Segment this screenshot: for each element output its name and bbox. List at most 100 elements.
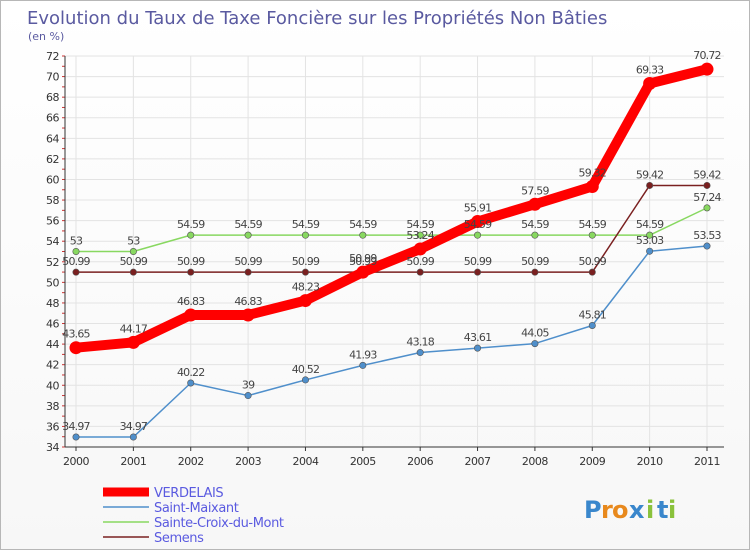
- data-point: [474, 231, 482, 239]
- data-point: [187, 379, 195, 387]
- data-label: 41.93: [349, 348, 377, 361]
- data-label: 53.03: [636, 234, 664, 247]
- y-tick-label: 62: [46, 153, 59, 166]
- data-point: [700, 62, 714, 76]
- data-point: [359, 231, 367, 239]
- data-point: [244, 268, 252, 276]
- x-tick-label: 2011: [694, 455, 720, 468]
- data-label: 46.83: [177, 295, 205, 308]
- data-point: [531, 340, 539, 348]
- y-tick-label: 48: [46, 297, 59, 310]
- data-label: 54.59: [177, 218, 205, 231]
- data-point: [646, 181, 654, 189]
- data-point: [129, 248, 137, 256]
- data-label: 54.59: [292, 218, 320, 231]
- data-label: 40.22: [177, 366, 205, 379]
- y-tick-label: 40: [46, 379, 59, 392]
- data-point: [703, 242, 711, 250]
- x-tick-label: 2009: [579, 455, 605, 468]
- data-point: [301, 268, 309, 276]
- data-label: 43.61: [464, 331, 492, 344]
- series-line-1: [75, 245, 708, 438]
- x-tick-label: 2000: [63, 455, 89, 468]
- logo-letter: i: [668, 496, 676, 524]
- y-tick-label: 64: [46, 132, 59, 145]
- data-point: [416, 231, 424, 239]
- legend-label: Saint-Maixant: [154, 501, 239, 516]
- data-label: 50.99: [521, 255, 549, 268]
- legend-label: Semens: [154, 531, 204, 546]
- y-tick-label: 58: [46, 194, 59, 207]
- series-line-3: [75, 184, 708, 273]
- data-label: 55.91: [464, 202, 492, 215]
- data-point: [588, 231, 596, 239]
- x-tick-label: 2010: [637, 455, 663, 468]
- x-tick-label: 2008: [522, 455, 548, 468]
- logo-letter: i: [646, 496, 654, 524]
- x-tick-label: 2007: [465, 455, 491, 468]
- y-tick-label: 56: [46, 215, 59, 228]
- logo-letter: x: [629, 496, 645, 524]
- y-tick-label: 44: [46, 338, 59, 351]
- y-tick-label: 42: [46, 359, 59, 372]
- y-tick-label: 50: [46, 276, 59, 289]
- series-line-2: [75, 207, 708, 253]
- x-tick-label: 2005: [350, 455, 376, 468]
- data-point: [69, 341, 83, 355]
- data-label: 50.99: [120, 255, 148, 268]
- data-label: 57.59: [521, 184, 549, 197]
- data-point: [126, 335, 140, 349]
- data-label: 54.59: [349, 218, 377, 231]
- data-point: [413, 242, 427, 256]
- data-point: [72, 268, 80, 276]
- legend: VERDELAISSaint-MaixantSainte-Croix-du-Mo…: [103, 486, 284, 546]
- x-tick-label: 2001: [120, 455, 146, 468]
- data-label: 59.32: [579, 166, 607, 179]
- data-labels: 43.65 44.17 46.83 46.83 48.23 50.99 53.24 55.91…: [62, 49, 722, 433]
- data-point: [129, 268, 137, 276]
- y-tick-label: 54: [46, 235, 59, 248]
- series-line-0: [71, 64, 712, 353]
- y-tick-label: 36: [46, 420, 59, 433]
- data-label: 54.59: [521, 218, 549, 231]
- data-label: 46.83: [234, 295, 262, 308]
- y-tick-label: 72: [46, 50, 59, 63]
- y-tick-label: 68: [46, 91, 59, 104]
- data-label: 57.24: [693, 191, 721, 204]
- data-label: 48.23: [292, 281, 320, 294]
- chart-title: Evolution du Taux de Taxe Foncière sur l…: [27, 8, 607, 29]
- data-label: 53.24: [406, 229, 434, 242]
- x-tick-label: 2006: [407, 455, 433, 468]
- data-point: [72, 433, 80, 441]
- data-label: 50.99: [177, 255, 205, 268]
- data-label: 34.97: [62, 420, 90, 433]
- data-point: [703, 204, 711, 212]
- data-label: 50.99: [349, 255, 377, 268]
- data-point: [244, 231, 252, 239]
- data-label: 44.05: [521, 327, 549, 340]
- series-lines: [69, 62, 714, 441]
- data-label: 54.59: [579, 218, 607, 231]
- data-label: 44.17: [120, 322, 148, 335]
- y-tick-label: 70: [46, 71, 59, 84]
- axes: 34 36 38 40 42 44 46 48 50 52 54 56 58 60 62 64 66 68 70 72…: [46, 50, 724, 468]
- data-point: [646, 247, 654, 255]
- data-label: 43.65: [62, 328, 90, 341]
- data-label: 50.99: [62, 255, 90, 268]
- data-label: 53.53: [693, 229, 721, 242]
- data-point: [187, 231, 195, 239]
- y-tick-label: 52: [46, 256, 59, 269]
- data-point: [359, 361, 367, 369]
- data-point: [187, 268, 195, 276]
- data-point: [241, 308, 255, 322]
- y-tick-label: 38: [46, 400, 59, 413]
- data-point: [585, 179, 599, 193]
- data-point: [528, 197, 542, 211]
- data-label: 50.99: [406, 255, 434, 268]
- legend-label: VERDELAIS: [154, 486, 223, 501]
- data-point: [301, 231, 309, 239]
- y-tick-label: 66: [46, 112, 59, 125]
